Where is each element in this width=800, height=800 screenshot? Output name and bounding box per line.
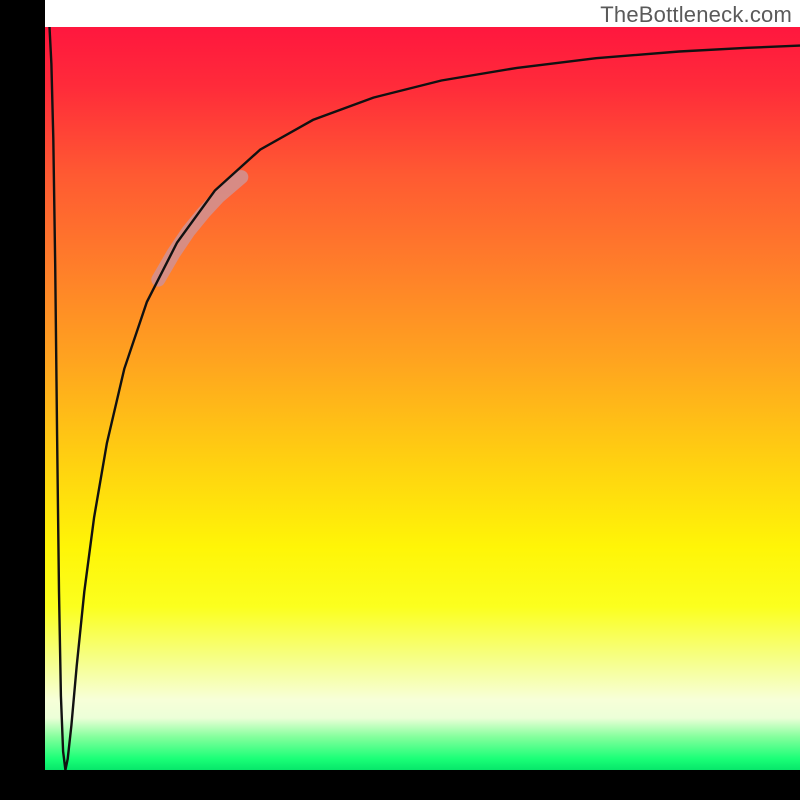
plot-background-gradient	[45, 27, 800, 770]
watermark-text: TheBottleneck.com	[600, 2, 792, 28]
x-axis-bar	[0, 770, 800, 800]
chart-frame: TheBottleneck.com	[0, 0, 800, 800]
y-axis-bar	[0, 0, 45, 800]
